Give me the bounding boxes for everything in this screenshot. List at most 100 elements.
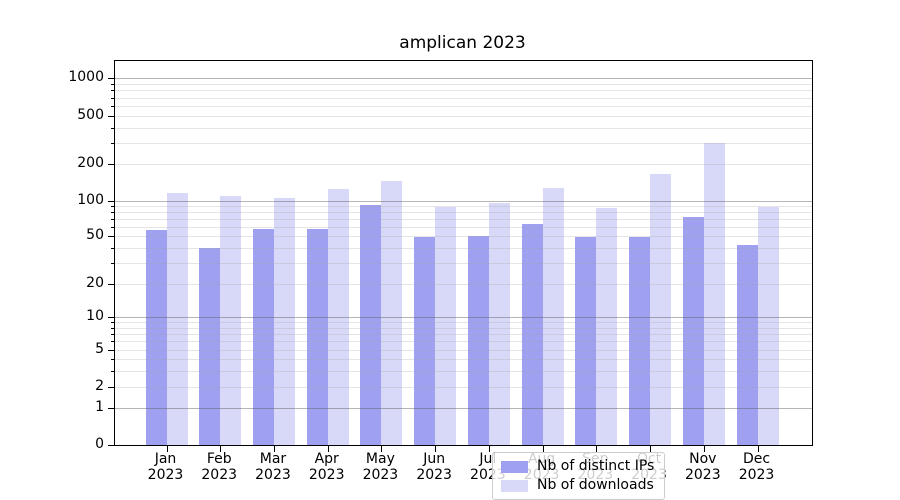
gridline-minor xyxy=(115,106,812,107)
y-major-tick xyxy=(108,317,114,318)
x-tick xyxy=(435,446,437,452)
x-tick xyxy=(220,446,222,452)
gridline-major xyxy=(115,78,812,79)
y-minor-tick xyxy=(111,83,114,85)
x-tick xyxy=(166,446,168,452)
y-tick-label: 0 xyxy=(95,436,104,452)
bar-downloads xyxy=(703,142,725,445)
bar-downloads xyxy=(542,187,564,445)
bar-downloads xyxy=(435,207,457,445)
bar-downloads xyxy=(650,173,672,445)
x-tick-label: Jan 2023 xyxy=(134,451,198,483)
gridline-minor xyxy=(115,219,812,220)
x-tick-label: Jun 2023 xyxy=(402,451,466,483)
legend-swatch-downloads-icon xyxy=(501,479,528,492)
x-tick-label: Dec 2023 xyxy=(725,451,789,483)
x-tick-year: 2023 xyxy=(738,467,775,483)
legend-label-distinct-ips: Nb of distinct IPs xyxy=(537,458,655,474)
gridline-major xyxy=(115,408,812,409)
gridline-minor xyxy=(115,341,812,343)
y-major-tick xyxy=(108,116,114,117)
y-minor-tick xyxy=(111,262,114,264)
bar-downloads xyxy=(220,195,242,445)
x-tick xyxy=(381,446,383,452)
x-tick xyxy=(703,446,705,452)
y-tick-label: 2 xyxy=(95,378,104,394)
gridline-minor xyxy=(115,97,812,99)
y-major-tick xyxy=(108,387,114,388)
x-tick-label: Nov 2023 xyxy=(671,451,735,483)
bar-distinct-ips xyxy=(360,204,382,445)
bar-downloads xyxy=(488,202,510,445)
x-tick-month: Nov xyxy=(689,451,717,467)
chart-title: amplican 2023 xyxy=(399,33,526,53)
bar-distinct-ips xyxy=(252,229,274,445)
legend: Nb of distinct IPs Nb of downloads xyxy=(492,452,666,500)
gridline-minor xyxy=(115,90,812,92)
gridline-minor xyxy=(115,142,812,144)
x-tick xyxy=(488,446,490,452)
gridline-minor xyxy=(115,116,812,117)
x-tick xyxy=(273,446,275,452)
y-minor-tick xyxy=(111,90,114,92)
x-tick-year: 2023 xyxy=(416,467,452,483)
x-tick-year: 2023 xyxy=(362,467,399,483)
y-minor-tick xyxy=(111,212,114,214)
gridline-minor xyxy=(115,370,812,372)
gridline-minor xyxy=(115,322,812,324)
y-minor-tick xyxy=(111,106,114,107)
x-tick-label: Feb 2023 xyxy=(187,451,251,483)
y-minor-tick xyxy=(111,341,114,343)
y-tick-label: 500 xyxy=(77,107,104,123)
gridline-minor xyxy=(115,327,812,329)
bar-distinct-ips xyxy=(306,228,328,445)
bar-downloads xyxy=(273,197,295,445)
y-minor-tick xyxy=(111,247,114,249)
x-tick-year: 2023 xyxy=(255,467,291,483)
gridline-minor xyxy=(115,127,812,129)
y-minor-tick xyxy=(111,127,114,129)
x-tick-label: Mar 2023 xyxy=(241,451,305,483)
y-major-tick xyxy=(108,236,114,237)
y-major-tick xyxy=(108,445,114,446)
x-tick-month: Feb xyxy=(206,451,232,467)
y-tick-label: 50 xyxy=(86,227,104,243)
y-tick-label: 100 xyxy=(77,192,104,208)
y-minor-tick xyxy=(111,327,114,329)
legend-item-distinct-ips: Nb of distinct IPs xyxy=(501,459,654,474)
bar-distinct-ips xyxy=(145,230,167,445)
y-minor-tick xyxy=(111,333,114,335)
y-tick-label: 10 xyxy=(86,308,104,324)
gridline-major xyxy=(115,317,812,318)
y-minor-tick xyxy=(111,97,114,99)
legend-swatch-distinct-ips-icon xyxy=(501,460,528,473)
x-tick-year: 2023 xyxy=(147,467,184,483)
bar-distinct-ips xyxy=(414,237,436,445)
x-tick-year: 2023 xyxy=(684,467,721,483)
y-tick-label: 1 xyxy=(95,399,104,415)
y-major-tick xyxy=(108,164,114,165)
x-tick xyxy=(327,446,329,452)
x-tick-month: Jun xyxy=(423,451,446,467)
y-major-tick xyxy=(108,408,114,409)
x-tick-label: May 2023 xyxy=(348,451,412,483)
x-tick-month: Mar xyxy=(259,451,287,467)
gridline-minor xyxy=(115,206,812,208)
x-tick-year: 2023 xyxy=(201,467,238,483)
x-tick-month: Jan xyxy=(154,451,177,467)
y-minor-tick xyxy=(111,226,114,228)
y-tick-label: 1000 xyxy=(68,69,104,85)
bar-downloads xyxy=(166,193,188,445)
gridline-minor xyxy=(115,212,812,214)
gridline-minor xyxy=(115,226,812,228)
bar-downloads xyxy=(596,208,618,445)
y-minor-tick xyxy=(111,206,114,208)
y-minor-tick xyxy=(111,219,114,220)
bar-distinct-ips xyxy=(521,223,543,445)
legend-item-downloads: Nb of downloads xyxy=(501,478,654,493)
bar-downloads xyxy=(757,206,779,445)
x-tick xyxy=(757,446,759,452)
gridline-major xyxy=(115,201,812,202)
gridline-minor xyxy=(115,236,812,237)
